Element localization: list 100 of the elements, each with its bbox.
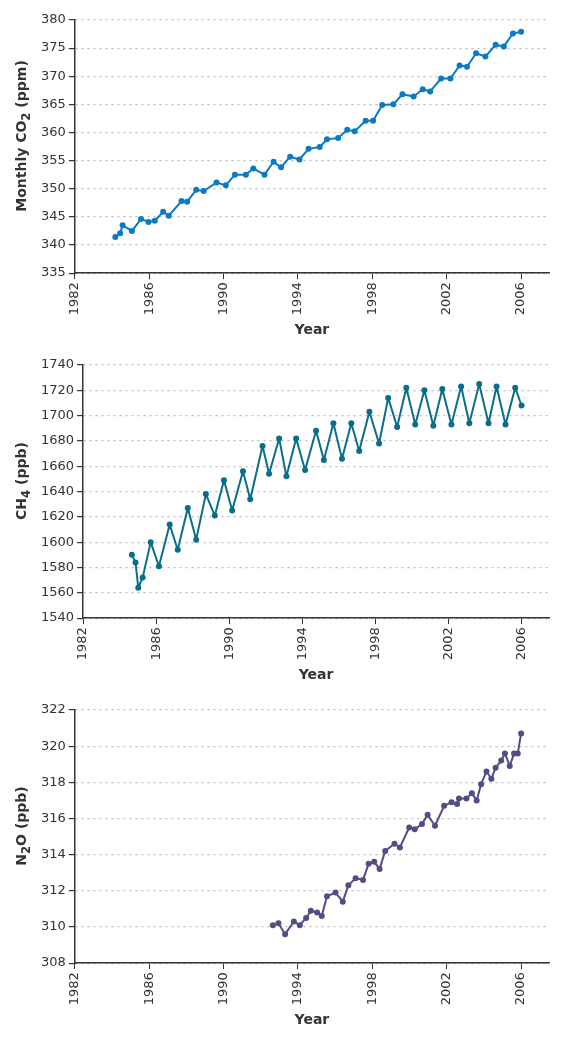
point bbox=[296, 922, 303, 929]
x-tick-label: 1982 bbox=[66, 972, 82, 1006]
y-tick-label: 320 bbox=[40, 737, 66, 753]
point bbox=[509, 30, 516, 37]
point bbox=[200, 187, 207, 194]
point bbox=[313, 427, 320, 434]
x-tick-label: 1998 bbox=[366, 627, 382, 661]
x-tick-label: 2006 bbox=[512, 282, 528, 316]
point bbox=[385, 394, 392, 401]
point bbox=[119, 222, 126, 229]
point bbox=[488, 775, 495, 782]
point bbox=[501, 750, 508, 757]
y-tick-label: 318 bbox=[40, 773, 66, 789]
point bbox=[339, 898, 346, 905]
x-axis-title: Year bbox=[293, 1011, 330, 1028]
y-tick-label: 1540 bbox=[40, 609, 75, 625]
point bbox=[165, 212, 172, 219]
point bbox=[458, 383, 465, 390]
point bbox=[184, 505, 191, 512]
point bbox=[345, 882, 352, 889]
point bbox=[335, 135, 342, 142]
point bbox=[160, 208, 167, 215]
y-tick-label: 365 bbox=[40, 95, 66, 111]
point bbox=[222, 182, 229, 189]
point bbox=[112, 234, 119, 241]
point bbox=[473, 797, 480, 804]
x-tick-label: 2006 bbox=[512, 972, 528, 1006]
point bbox=[390, 101, 397, 108]
point bbox=[379, 101, 386, 108]
point bbox=[506, 763, 513, 770]
point bbox=[307, 907, 314, 914]
point bbox=[482, 53, 489, 60]
point bbox=[320, 456, 327, 463]
point bbox=[412, 421, 419, 428]
point bbox=[296, 156, 303, 163]
point bbox=[382, 848, 389, 855]
point bbox=[303, 914, 310, 921]
y-tick-label: 308 bbox=[40, 954, 66, 970]
point bbox=[316, 144, 323, 151]
point bbox=[468, 790, 475, 797]
point bbox=[476, 380, 483, 387]
point bbox=[174, 546, 181, 553]
y-tick-label: 322 bbox=[40, 701, 66, 717]
y-tick-label: 380 bbox=[40, 11, 66, 27]
point bbox=[456, 62, 463, 69]
y-tick-label: 1740 bbox=[40, 356, 75, 372]
point bbox=[365, 860, 372, 867]
point bbox=[293, 435, 300, 442]
y-tick-label: 370 bbox=[40, 67, 66, 83]
y-tick-label: 1640 bbox=[40, 482, 75, 498]
y-tick-label: 360 bbox=[40, 123, 66, 139]
point bbox=[492, 764, 499, 771]
point bbox=[270, 158, 277, 165]
x-axis-title: Year bbox=[297, 666, 334, 683]
point bbox=[332, 889, 339, 896]
y-tick-label: 1580 bbox=[40, 558, 75, 574]
point bbox=[155, 563, 162, 570]
point bbox=[466, 420, 473, 427]
point bbox=[356, 448, 363, 455]
point bbox=[512, 384, 519, 391]
point bbox=[139, 574, 146, 581]
y-tick-label: 345 bbox=[40, 208, 66, 224]
x-tick-label: 2002 bbox=[438, 972, 454, 1006]
point bbox=[193, 536, 200, 543]
point bbox=[502, 421, 509, 428]
point bbox=[302, 467, 309, 474]
point bbox=[456, 795, 462, 802]
point bbox=[419, 86, 426, 93]
point bbox=[166, 521, 173, 528]
point bbox=[147, 539, 154, 546]
point bbox=[323, 136, 330, 143]
y-tick-label: 312 bbox=[40, 882, 66, 898]
y-tick-label: 1700 bbox=[40, 407, 75, 422]
point bbox=[376, 440, 383, 447]
point bbox=[396, 844, 403, 851]
point bbox=[498, 757, 505, 764]
point bbox=[202, 491, 209, 498]
x-tick-label: 1986 bbox=[140, 972, 156, 1006]
x-tick-label: 1998 bbox=[363, 972, 379, 1006]
point bbox=[399, 91, 406, 98]
x-tick-label: 2002 bbox=[439, 627, 455, 661]
point bbox=[239, 468, 246, 475]
x-tick-label: 1986 bbox=[140, 282, 156, 316]
point bbox=[362, 117, 369, 124]
x-tick-label: 1990 bbox=[214, 282, 230, 316]
point bbox=[278, 164, 285, 171]
point bbox=[518, 730, 525, 737]
point bbox=[259, 443, 266, 449]
y-tick-label: 1680 bbox=[40, 432, 75, 448]
point bbox=[128, 227, 135, 234]
point bbox=[518, 402, 525, 409]
point bbox=[247, 496, 254, 503]
point bbox=[231, 171, 238, 178]
point bbox=[441, 802, 448, 809]
point bbox=[493, 383, 500, 390]
point bbox=[421, 387, 428, 394]
point bbox=[318, 913, 325, 920]
point bbox=[275, 920, 282, 927]
point bbox=[500, 43, 507, 50]
point bbox=[229, 507, 236, 514]
